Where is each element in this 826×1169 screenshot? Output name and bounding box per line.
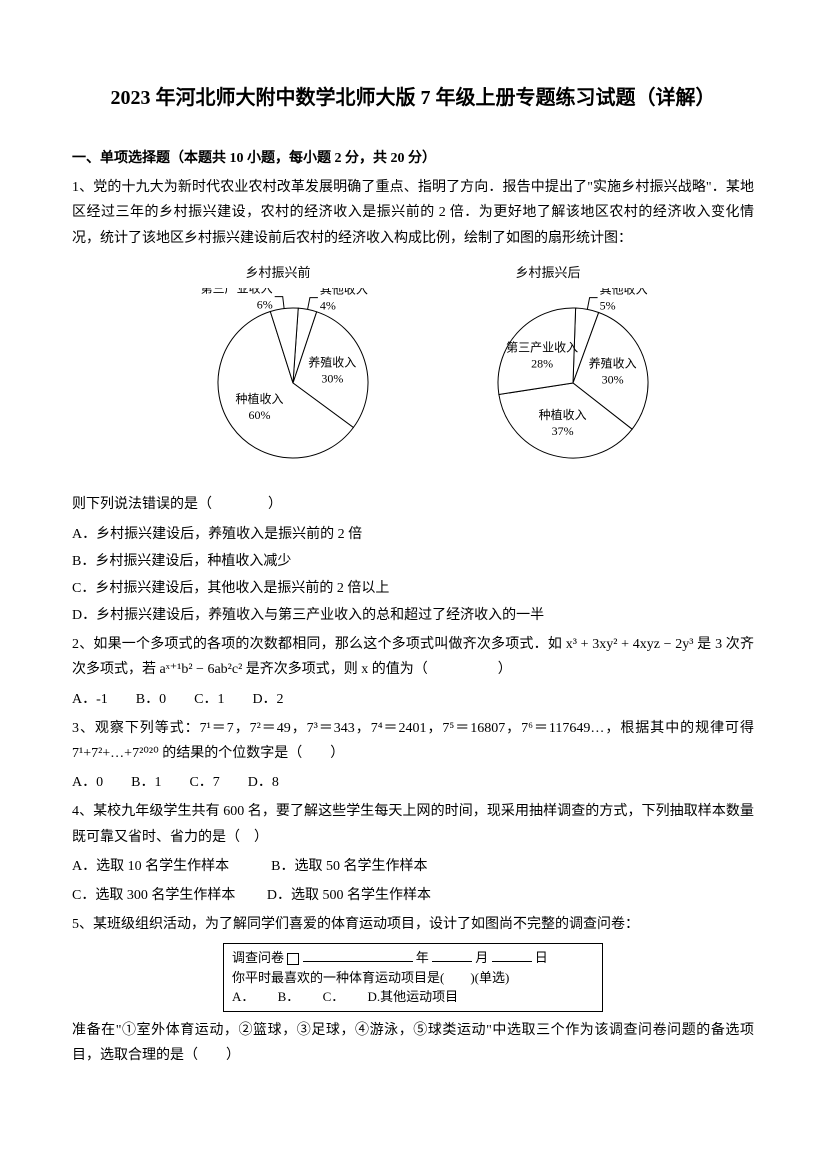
- chart1-title: 乡村振兴前: [163, 261, 393, 284]
- q2-opts: A．-1 B．0 C．1 D．2: [72, 687, 754, 712]
- chart-after: 乡村振兴后 其他收入 5% 养殖收入 30% 种植收入 37% 第三产业收入 28%: [433, 261, 663, 483]
- section-header: 一、单项选择题（本题共 10 小题，每小题 2 分，共 20 分）: [72, 146, 754, 171]
- svg-text:养殖收入: 养殖收入: [308, 355, 356, 370]
- survey-blank-year: [303, 961, 413, 962]
- survey-month: 月: [475, 950, 488, 965]
- q5-stem: 5、某班级组织活动，为了解同学们喜爱的体育运动项目，设计了如图尚不完整的调查问卷…: [72, 912, 754, 937]
- pie-chart-before: 其他收入 4% 养殖收入 30% 种植收入 60% 第三产业收入 6%: [163, 288, 393, 473]
- q1-opt-d: D．乡村振兴建设后，养殖收入与第三产业收入的总和超过了经济收入的一半: [72, 603, 754, 628]
- svg-text:37%: 37%: [552, 424, 574, 438]
- svg-text:种植收入: 种植收入: [235, 391, 283, 406]
- q1-opt-b: B．乡村振兴建设后，种植收入减少: [72, 549, 754, 574]
- survey-checkbox-icon: [287, 953, 299, 965]
- pie-chart-after: 其他收入 5% 养殖收入 30% 种植收入 37% 第三产业收入 28%: [433, 288, 663, 473]
- svg-text:30%: 30%: [321, 372, 343, 386]
- svg-text:60%: 60%: [248, 408, 270, 422]
- q1-opt-c: C．乡村振兴建设后，其他收入是振兴前的 2 倍以上: [72, 576, 754, 601]
- survey-line1: 调查问卷 年 月 日: [232, 948, 594, 968]
- survey-opts: A． B． C． D.其他运动项目: [232, 987, 594, 1007]
- survey-title: 调查问卷: [232, 950, 284, 965]
- svg-text:第三产业收入: 第三产业收入: [506, 341, 578, 355]
- survey-box: 调查问卷 年 月 日 你平时最喜欢的一种体育运动项目是( )(单选) A． B．…: [223, 943, 603, 1012]
- svg-text:28%: 28%: [531, 357, 553, 371]
- survey-year: 年: [416, 950, 429, 965]
- svg-text:其他收入: 其他收入: [600, 288, 648, 297]
- q1-opt-a: A．乡村振兴建设后，养殖收入是振兴前的 2 倍: [72, 522, 754, 547]
- survey-blank-day: [492, 961, 532, 962]
- survey-blank-month: [432, 961, 472, 962]
- survey-opt-b: B．: [278, 989, 300, 1004]
- q4-line1: A．选取 10 名学生作样本 B．选取 50 名学生作样本: [72, 854, 754, 879]
- q5-after: 准备在"①室外体育运动，②篮球，③足球，④游泳，⑤球类运动"中选取三个作为该调查…: [72, 1018, 754, 1068]
- q2-stem: 2、如果一个多项式的各项的次数都相同，那么这个多项式叫做齐次多项式．如 x³ +…: [72, 632, 754, 682]
- q4-stem: 4、某校九年级学生共有 600 名，要了解这些学生每天上网的时间，现采用抽样调查…: [72, 799, 754, 849]
- svg-text:养殖收入: 养殖收入: [589, 356, 637, 371]
- survey-opt-c: C．: [323, 989, 345, 1004]
- svg-text:4%: 4%: [320, 299, 336, 313]
- svg-text:5%: 5%: [600, 299, 616, 313]
- survey-day: 日: [535, 950, 548, 965]
- chart2-title: 乡村振兴后: [433, 261, 663, 284]
- svg-text:其他收入: 其他收入: [320, 288, 368, 297]
- svg-text:30%: 30%: [602, 373, 624, 387]
- svg-text:6%: 6%: [257, 298, 273, 312]
- q1-options: A．乡村振兴建设后，养殖收入是振兴前的 2 倍 B．乡村振兴建设后，种植收入减少…: [72, 522, 754, 629]
- q3-opts: A．0 B．1 C．7 D．8: [72, 770, 754, 795]
- svg-text:第三产业收入: 第三产业收入: [201, 288, 273, 296]
- survey-line2: 你平时最喜欢的一种体育运动项目是( )(单选): [232, 968, 594, 988]
- page-title: 2023 年河北师大附中数学北师大版 7 年级上册专题练习试题（详解）: [72, 80, 754, 116]
- svg-text:种植收入: 种植收入: [539, 407, 587, 422]
- q4-line2: C．选取 300 名学生作样本 D．选取 500 名学生作样本: [72, 883, 754, 908]
- q3-stem: 3、观察下列等式：7¹＝7，7²＝49，7³＝343，7⁴＝2401，7⁵＝16…: [72, 716, 754, 766]
- survey-opt-a: A．: [232, 989, 254, 1004]
- charts-container: 乡村振兴前 其他收入 4% 养殖收入 30% 种植收入 60% 第三产业收入 6% 乡村振兴后…: [72, 261, 754, 483]
- q1-after: 则下列说法错误的是（ ）: [72, 492, 754, 517]
- survey-opt-d: D.其他运动项目: [367, 989, 458, 1004]
- q1-stem: 1、党的十九大为新时代农业农村改革发展明确了重点、指明了方向．报告中提出了"实施…: [72, 175, 754, 251]
- chart-before: 乡村振兴前 其他收入 4% 养殖收入 30% 种植收入 60% 第三产业收入 6%: [163, 261, 393, 483]
